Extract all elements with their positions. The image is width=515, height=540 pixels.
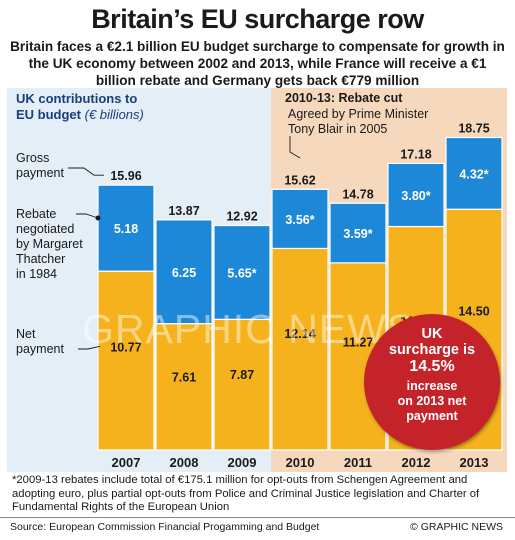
net-value-2007: 10.77 <box>110 340 141 354</box>
net-label-line2: payment <box>16 342 64 356</box>
rebate-value-2011: 3.59* <box>343 227 372 241</box>
rebate-leader-line <box>76 213 99 219</box>
callout-body: increase on 2013 net payment <box>364 379 500 424</box>
callout-percent: 14.5% <box>409 358 455 375</box>
total-value-2011: 14.78 <box>342 187 373 201</box>
net-bar-2008 <box>155 323 213 451</box>
net-value-2008: 7.61 <box>172 371 196 385</box>
year-label-2008: 2008 <box>170 455 199 470</box>
total-value-2013: 18.75 <box>458 122 489 136</box>
rebate-bar-2009 <box>213 224 271 320</box>
net-bar-2007 <box>97 270 155 451</box>
rebate-value-2010: 3.56* <box>285 213 314 227</box>
gross-leader-line <box>68 167 104 176</box>
annotation-leader-line <box>289 136 301 159</box>
total-value-2007: 15.96 <box>110 169 141 183</box>
rebate-value-2008: 6.25 <box>172 266 196 280</box>
rebate-leader-dot <box>95 215 101 221</box>
total-value-2009: 12.92 <box>226 210 257 224</box>
rebate-label-line4: Thatcher <box>16 252 66 266</box>
chart-title: UK contributions to EU budget (€ billion… <box>16 91 144 123</box>
rebate-value-2013: 4.32* <box>459 167 488 181</box>
year-label-2013: 2013 <box>460 455 489 470</box>
chart-title-line2: EU budget <box>16 107 81 122</box>
net-label-line1: Net <box>16 327 36 341</box>
callout-line6: payment <box>406 409 458 423</box>
rebate-label-line5: in 1984 <box>16 267 58 281</box>
rebate-bar-2007 <box>97 184 155 272</box>
rebate-bar-2010 <box>271 188 329 250</box>
rebate-label-line3: by Margaret <box>16 237 83 251</box>
callout-line5: on 2013 net <box>397 394 467 408</box>
rebate-label-line1: Rebate <box>16 207 57 221</box>
rebate-bar-2012 <box>387 162 445 228</box>
surcharge-callout: UK surcharge is 14.5% increase on 2013 n… <box>364 314 500 450</box>
year-label-2009: 2009 <box>228 455 257 470</box>
chart-unit: (€ billions) <box>84 107 144 122</box>
rebate-value-2009: 5.65* <box>227 266 256 280</box>
year-label-2007: 2007 <box>112 455 141 470</box>
net-value-2009: 7.87 <box>230 368 254 382</box>
total-value-2008: 13.87 <box>168 204 199 218</box>
page-subtitle: Britain faces a €2.1 billion EU budget s… <box>10 39 505 88</box>
net-value-2010: 12.14 <box>284 327 315 341</box>
net-payment-label: Net payment <box>16 327 64 357</box>
page-title: Britain’s EU surcharge row <box>91 4 424 34</box>
net-leader-line <box>78 345 101 350</box>
rebate-value-2007: 5.18 <box>114 222 138 236</box>
annotation-text: Agreed by Prime Minister Tony Blair in 2… <box>288 107 428 137</box>
annotation-title: 2010-13: Rebate cut <box>285 91 403 105</box>
source-text: Source: European Commission Financial Pr… <box>10 521 320 533</box>
rebate-label-line2: negotiated <box>16 222 75 236</box>
annotation-line2: Tony Blair in 2005 <box>288 122 388 136</box>
source-divider <box>0 517 515 518</box>
total-value-2012: 17.18 <box>400 147 431 161</box>
callout-heading: UK surcharge is <box>364 326 500 358</box>
watermark-text: GRAPHIC NEWS <box>82 306 416 352</box>
gross-label-line2: payment <box>16 166 64 180</box>
chart-title-line1: UK contributions to <box>16 91 138 106</box>
gross-label-line1: Gross <box>16 151 50 165</box>
callout-line1: UK <box>421 326 443 342</box>
year-label-2012: 2012 <box>402 455 431 470</box>
callout-line4: increase <box>406 379 458 393</box>
net-bar-2010 <box>271 247 329 451</box>
footnote: *2009-13 rebates include total of €175.1… <box>12 474 480 514</box>
annotation-line1: Agreed by Prime Minister <box>288 107 429 121</box>
credit-text: © GRAPHIC NEWS <box>410 521 503 533</box>
net-value-2011: 11.27 <box>343 335 374 349</box>
net-bar-2009 <box>213 318 271 451</box>
rebate-label: Rebate negotiated by Margaret Thatcher i… <box>16 207 83 282</box>
net-value-2013: 14.50 <box>458 304 489 318</box>
callout-line2: surcharge is <box>388 342 476 358</box>
total-value-2010: 15.62 <box>284 173 315 187</box>
rebate-value-2012: 3.80* <box>401 189 430 203</box>
gross-payment-label: Gross payment <box>16 151 64 181</box>
rebate-bar-2008 <box>155 219 213 325</box>
year-label-2011: 2011 <box>344 455 372 470</box>
year-label-2010: 2010 <box>286 455 315 470</box>
rebate-bar-2013 <box>445 136 503 210</box>
rebate-bar-2011 <box>329 202 387 264</box>
